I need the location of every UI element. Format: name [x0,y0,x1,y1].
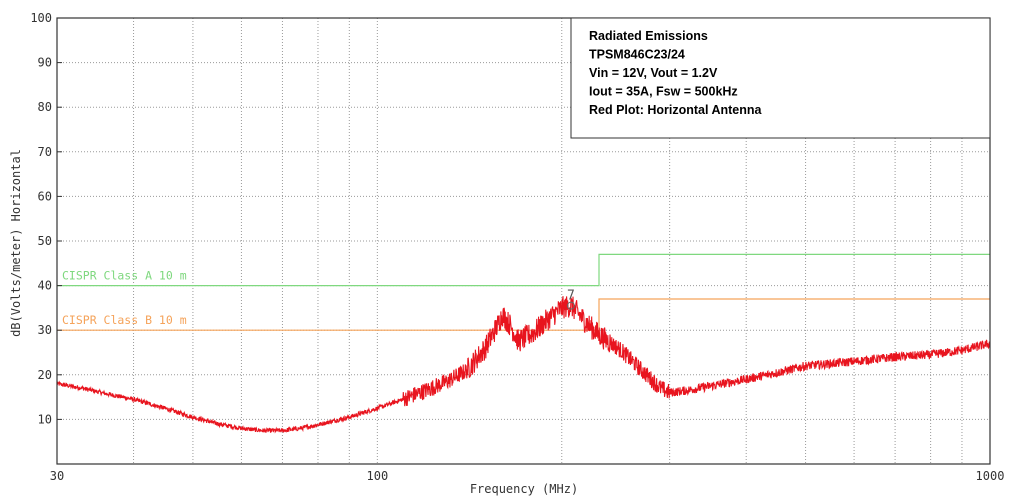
legend-line: Iout = 35A, Fsw = 500kHz [589,85,738,99]
marker-symbol [566,301,575,310]
y-tick-label: 60 [38,189,52,203]
legend-line: Vin = 12V, Vout = 1.2V [589,66,718,80]
legend-line: Red Plot: Horizontal Antenna [589,103,762,117]
limit-line [57,253,990,287]
y-tick-label: 40 [38,279,52,293]
emission-trace [56,296,991,434]
y-tick-label: 100 [30,11,52,25]
legend-frame [570,17,991,139]
y-tick-label: 30 [38,323,52,337]
y-tick-label: 50 [38,234,52,248]
marker-label: 7 [567,289,575,304]
limit-lines: CISPR Class A 10 m CISPR Class B 10 m [57,253,990,331]
x-axis-label: Frequency (MHz) [470,482,578,496]
y-axis-label: dB(Volts/meter) Horizontal [9,149,23,337]
y-tick-label: 20 [38,368,52,382]
legend-line: Radiated Emissions [589,29,708,43]
legend-line: TPSM846C23/24 [589,48,685,62]
plot-frame [56,17,991,465]
x-tick-label: 30 [50,469,64,483]
y-tick-label: 90 [38,56,52,70]
limit-line-label: CISPR Class A 10 m [62,269,187,283]
markers: 7 [566,289,575,310]
x-tick-label: 100 [367,469,389,483]
emission-series-line [56,296,991,434]
legend-box: Radiated Emissions TPSM846C23/24 Vin = 12V… [570,17,991,139]
y-tick-label: 80 [38,100,52,114]
y-tick-label: 70 [38,145,52,159]
x-tick-label: 1000 [976,469,1005,483]
tick-labels: 10 20 30 40 50 60 70 80 90 100 30 100 1000 [30,11,1004,483]
limit-line [57,298,990,331]
y-tick-label: 10 [38,412,52,426]
limit-line-label: CISPR Class B 10 m [62,313,187,327]
